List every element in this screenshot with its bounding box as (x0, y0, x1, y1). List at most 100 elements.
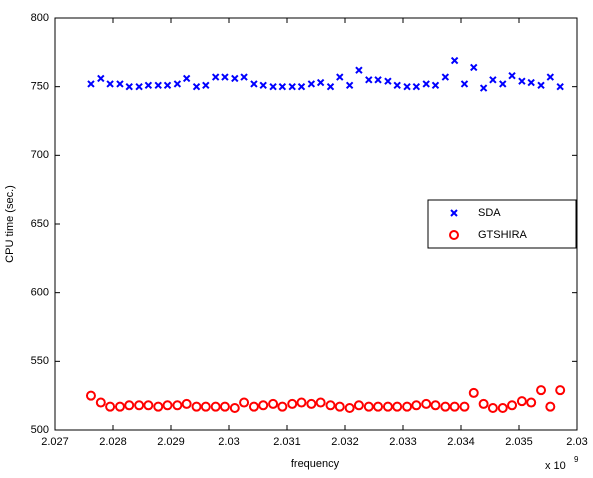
y-tick-label: 650 (31, 218, 49, 230)
x-multiplier: x 10 (545, 460, 566, 472)
circle-marker (430, 400, 441, 411)
x-tick-label: 2.032 (331, 436, 359, 448)
legend-box (427, 199, 577, 249)
x-marker (508, 71, 516, 80)
x-marker (431, 81, 440, 90)
x-marker (546, 73, 555, 81)
circle-marker (459, 401, 470, 412)
circle-marker (478, 398, 489, 409)
x-marker (297, 82, 306, 91)
x-marker (135, 82, 143, 91)
x-marker (192, 82, 201, 91)
x-marker (384, 77, 392, 85)
circle-marker (277, 401, 288, 412)
x-marker (518, 77, 526, 85)
x-marker (182, 74, 191, 83)
circle-marker (114, 401, 125, 412)
circle-marker (105, 401, 116, 412)
circle-marker (191, 401, 202, 412)
circle-marker (411, 400, 422, 411)
x-tick-label: 2.031 (273, 436, 301, 448)
x-axis-label: frequency (291, 458, 340, 470)
x-marker (125, 82, 133, 91)
y-tick-label: 800 (31, 12, 49, 24)
circle-marker (219, 401, 230, 412)
y-tick-label: 550 (31, 355, 49, 367)
circle-marker (248, 401, 259, 412)
x-marker (403, 82, 411, 91)
x-marker (355, 66, 363, 74)
circle-marker (507, 400, 518, 411)
circle-marker (449, 401, 460, 412)
x-marker (288, 82, 296, 91)
circle-marker (353, 400, 364, 411)
y-tick-label: 600 (31, 287, 49, 299)
circle-marker (555, 385, 566, 396)
x-tick-label: 2.028 (99, 436, 127, 448)
x-marker (537, 81, 545, 90)
x-tick-label: 2.03 (218, 436, 239, 448)
circle-marker (440, 401, 451, 412)
circle-marker (468, 387, 479, 398)
circle-marker (545, 401, 556, 412)
x-marker (489, 76, 497, 84)
circle-marker (536, 385, 547, 396)
x-marker (278, 82, 287, 91)
x-marker (499, 80, 507, 88)
x-marker (116, 80, 124, 88)
circle-marker (172, 400, 183, 411)
circle-marker (334, 401, 345, 412)
x-marker (450, 209, 458, 217)
circle-marker (487, 403, 498, 414)
x-marker (393, 81, 401, 90)
circle-marker (229, 403, 240, 414)
circle-marker (268, 398, 279, 409)
circle-marker (516, 396, 527, 407)
x-tick-label: 2.035 (505, 436, 533, 448)
circle-marker (402, 401, 413, 412)
circle-marker (421, 398, 432, 409)
x-marker (221, 73, 229, 81)
circle-marker (134, 400, 145, 411)
legend-label: SDA (478, 207, 501, 219)
y-tick-label: 750 (31, 81, 49, 93)
circle-marker (526, 397, 537, 408)
circle-marker (373, 401, 384, 412)
circle-marker (392, 401, 403, 412)
circle-marker (200, 401, 211, 412)
x-marker (87, 80, 95, 88)
x-marker (365, 76, 373, 84)
x-marker (231, 74, 239, 83)
circle-marker (85, 390, 96, 401)
x-tick-label: 2.027 (41, 436, 69, 448)
x-marker (316, 78, 325, 87)
circle-marker (124, 400, 135, 411)
x-marker (470, 63, 478, 72)
x-marker (269, 82, 277, 91)
circle-marker (258, 400, 269, 411)
x-marker (97, 74, 105, 83)
x-marker (336, 73, 344, 81)
legend-label: GTSHIRA (478, 229, 528, 241)
x-marker (450, 56, 459, 65)
x-marker (422, 80, 430, 88)
x-tick-label: 2.033 (389, 436, 417, 448)
circle-marker (162, 400, 173, 411)
x-marker (307, 80, 316, 88)
x-marker (479, 84, 488, 92)
y-tick-label: 700 (31, 149, 49, 161)
x-marker (106, 80, 114, 88)
x-marker (144, 81, 153, 90)
x-marker (259, 81, 267, 90)
x-marker (250, 80, 258, 88)
x-multiplier-exponent: 9 (574, 455, 579, 464)
x-marker (163, 81, 172, 90)
circle-marker (239, 397, 250, 408)
x-marker (374, 76, 382, 84)
x-marker (556, 82, 564, 91)
x-marker (441, 73, 450, 81)
circle-marker (382, 401, 393, 412)
circle-marker (363, 401, 374, 412)
x-marker (460, 80, 469, 88)
